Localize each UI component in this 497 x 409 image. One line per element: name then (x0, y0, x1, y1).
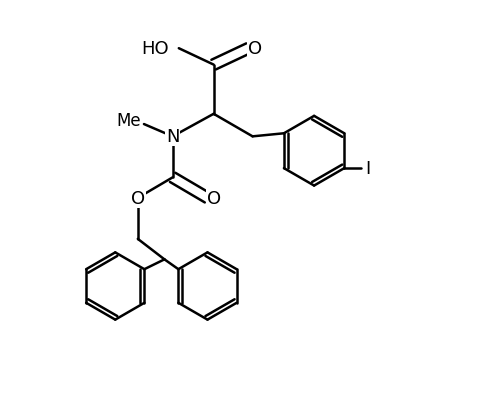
Text: Me: Me (116, 112, 141, 130)
Text: HO: HO (141, 40, 168, 58)
Text: O: O (248, 40, 262, 58)
Text: I: I (365, 160, 371, 178)
Text: O: O (131, 189, 145, 207)
Text: O: O (207, 189, 221, 207)
Text: N: N (166, 128, 179, 146)
